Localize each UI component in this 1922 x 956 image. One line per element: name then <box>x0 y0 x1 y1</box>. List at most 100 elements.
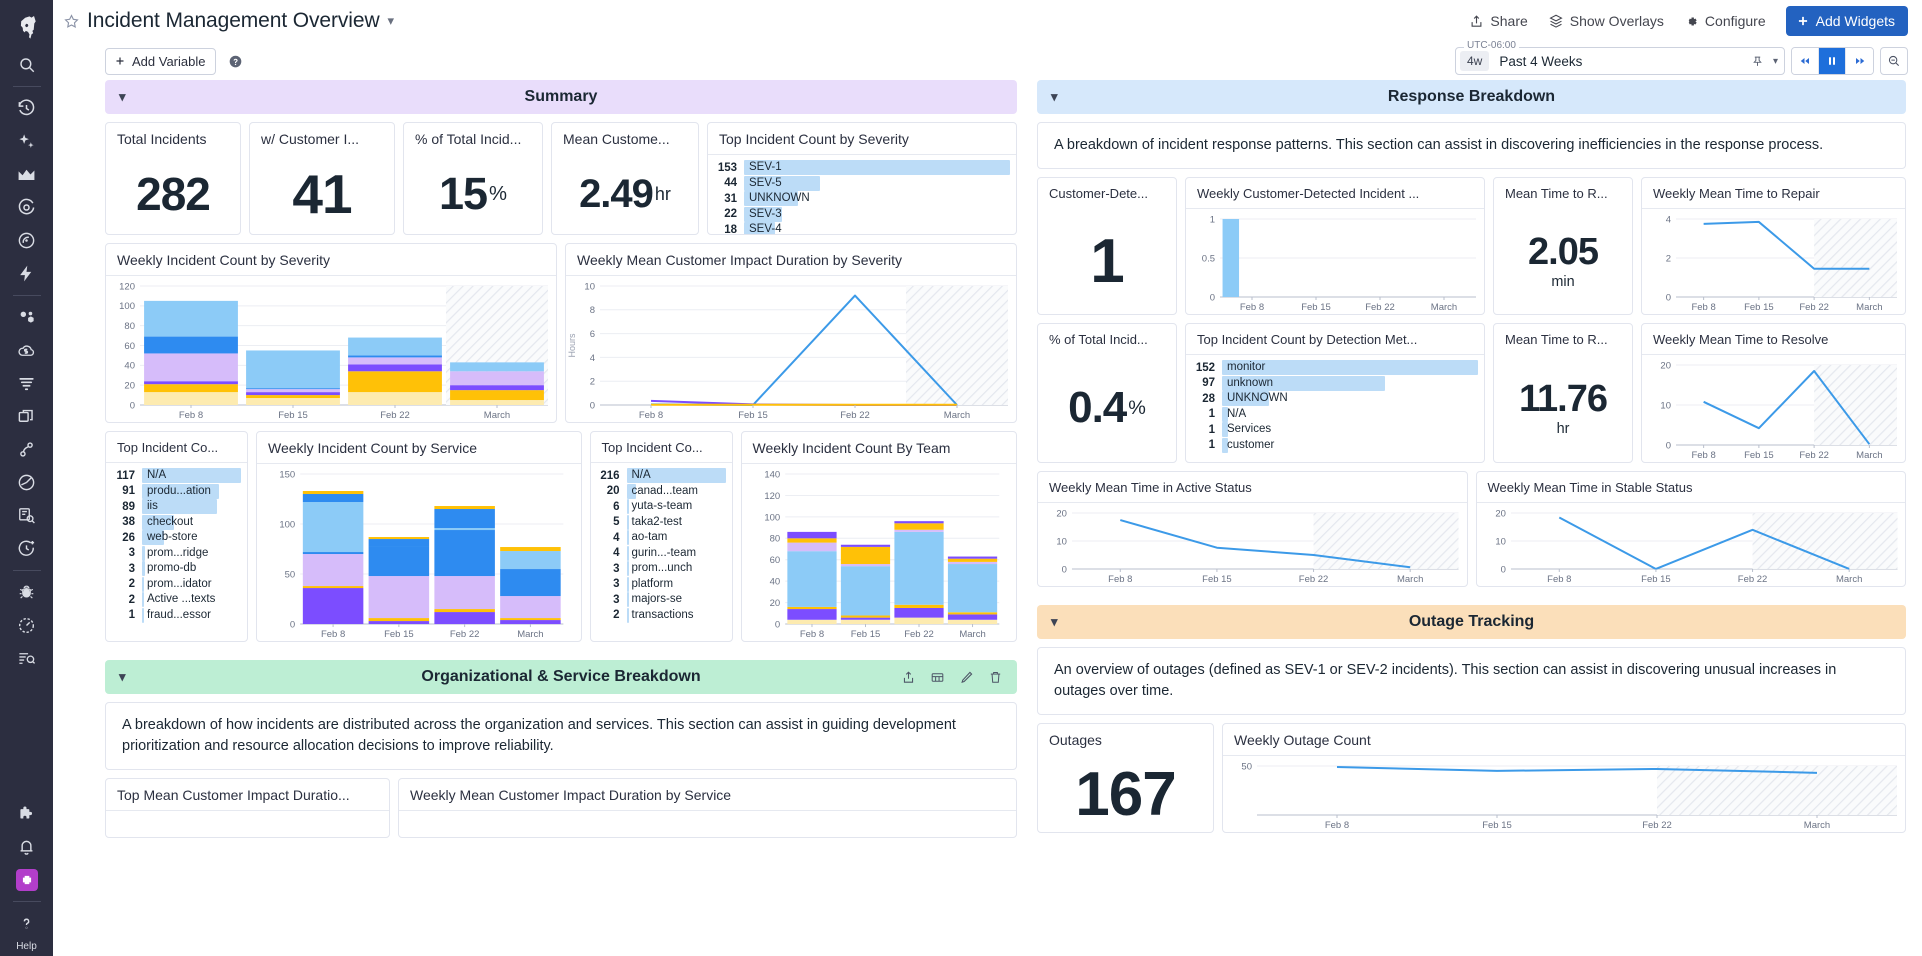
search-icon[interactable] <box>10 48 44 81</box>
chart-weekly-stable[interactable]: 0 10 20 Feb 8 Feb 15 Feb 22 March <box>1477 503 1906 586</box>
chart-weekly-incident-team[interactable]: 0 20 40 60 80 100 120 140 Feb 8 Feb 15 Feb 22 March <box>742 464 1017 641</box>
widget-total-incidents[interactable]: Total Incidents 282 <box>105 122 241 235</box>
avatar[interactable] <box>10 863 44 896</box>
notifications-icon[interactable] <box>10 830 44 863</box>
chart-weekly-mttr[interactable]: 0 2 4 Feb 8 Feb 15 Feb 22 March <box>1642 209 1905 314</box>
ci-visibility-icon[interactable] <box>10 642 44 675</box>
collapse-chevron-down-icon[interactable]: ▾ <box>1051 89 1058 104</box>
collapse-chevron-down-icon[interactable]: ▾ <box>119 669 126 684</box>
toplist-row[interactable]: 28 UNKNOWN <box>1188 391 1478 407</box>
chart-weekly-incident-service[interactable]: 0 50 100 150 Feb 8 Feb 15 Feb 22 March <box>257 464 581 641</box>
toplist-row[interactable]: 216 N/A <box>593 468 726 484</box>
infrastructure-icon[interactable] <box>10 301 44 334</box>
apm-icon[interactable] <box>10 224 44 257</box>
log-explorer-icon[interactable] <box>10 499 44 532</box>
widget-weekly-mean-impact-severity[interactable]: Weekly Mean Customer Impact Duration by … <box>565 243 1017 423</box>
section-header-org[interactable]: ▾ Organizational & Service Breakdown <box>105 660 1017 694</box>
dashboards-icon[interactable] <box>10 158 44 191</box>
chart-weekly-cd-incident[interactable]: 0 0.5 1 Feb 8 Feb 15 Feb 22 March <box>1186 209 1484 314</box>
trash-icon[interactable] <box>988 670 1003 685</box>
timeframe-chevron-down-icon[interactable]: ▾ <box>1772 55 1778 67</box>
widget-pct-of-total[interactable]: % of Total Incid... 15% <box>403 122 543 235</box>
collapse-chevron-down-icon[interactable]: ▾ <box>1051 614 1058 630</box>
history-icon[interactable] <box>10 92 44 125</box>
widget-weekly-incident-service[interactable]: Weekly Incident Count by Service 0 50 100 1… <box>256 431 582 642</box>
widget-customer-detected[interactable]: Customer-Dete... 1 <box>1037 177 1177 316</box>
toplist-row[interactable]: 1 fraud...essor <box>108 607 241 624</box>
help-icon[interactable] <box>10 907 44 940</box>
widget-weekly-mean-impact-service[interactable]: Weekly Mean Customer Impact Duration by … <box>398 778 1017 839</box>
timeframe-selector[interactable]: UTC-06:00 4w Past 4 Weeks ▾ <box>1455 40 1785 75</box>
show-overlays-button[interactable]: Show Overlays <box>1548 13 1664 29</box>
cloud-cost-icon[interactable] <box>10 334 44 367</box>
toplist-row[interactable]: 2 prom...idator <box>108 576 241 593</box>
datadog-logo[interactable] <box>0 4 53 48</box>
toplist-row[interactable]: 18 SEV-4 <box>710 222 1010 234</box>
widget-weekly-mttr[interactable]: Weekly Mean Time to Repair 0 2 4 Feb 8 Feb 1… <box>1641 177 1906 316</box>
widget-outages[interactable]: Outages 167 <box>1037 723 1214 834</box>
toplist-row[interactable]: 22 SEV-3 <box>710 206 1010 222</box>
toplist-row[interactable]: 117 N/A <box>108 468 241 484</box>
widget-weekly-stable[interactable]: Weekly Mean Time in Stable Status 0 10 20 F… <box>1475 471 1906 588</box>
title-chevron-down-icon[interactable]: ▾ <box>387 13 395 28</box>
toplist-row[interactable]: 2 transactions <box>593 607 726 624</box>
widget-pct-total-incid-2[interactable]: % of Total Incid... 0.4% <box>1037 323 1177 464</box>
step-back-button[interactable] <box>1792 48 1819 74</box>
widget-top-detection[interactable]: Top Incident Count by Detection Met... 1… <box>1185 323 1485 464</box>
widget-with-customer-impact[interactable]: w/ Customer I... 41 <box>249 122 395 235</box>
toplist-row[interactable]: 1 customer <box>1188 437 1478 454</box>
chart-weekly-mean-impact-severity[interactable]: 0 2 4 6 8 10 Feb 8 Feb 15 Feb 22 March Hours <box>566 276 1016 422</box>
toplist-row[interactable]: 3 platform <box>593 576 726 593</box>
toplist-row[interactable]: 31 UNKNOWN <box>710 191 1010 207</box>
synthetics-icon[interactable] <box>10 609 44 642</box>
toplist-row[interactable]: 4 ao-tam <box>593 530 726 546</box>
chart-weekly-active[interactable]: 0 10 20 Feb 8 Feb 15 Feb 22 March <box>1038 503 1467 586</box>
add-widgets-button[interactable]: Add Widgets <box>1785 6 1908 36</box>
edit-icon[interactable] <box>959 670 974 685</box>
widget-weekly-outage-count[interactable]: Weekly Outage Count 50 Feb 8 Feb 15 Feb 22 M… <box>1222 723 1906 834</box>
widget-mean-time-to-repair[interactable]: Mean Time to R... 2.05 min <box>1493 177 1633 316</box>
widget-top-mean-impact-service[interactable]: Top Mean Customer Impact Duratio... <box>105 778 390 839</box>
chart-weekly-mttres[interactable]: 0 10 20 Feb 8 Feb 15 Feb 22 March <box>1642 355 1905 462</box>
incidents-icon[interactable] <box>10 532 44 565</box>
toplist-row[interactable]: 3 prom...unch <box>593 561 726 577</box>
widget-weekly-incident-team[interactable]: Weekly Incident Count By Team 0 20 40 60 80 1… <box>740 431 1017 642</box>
integrations-icon[interactable] <box>10 797 44 830</box>
widget-top-service[interactable]: Top Incident Co... 117 N/A 91 produ...ation… <box>105 431 248 642</box>
section-header-outage[interactable]: ▾ Outage Tracking <box>1037 605 1906 640</box>
favorite-star-icon[interactable] <box>63 13 80 30</box>
toplist-row[interactable]: 5 taka2-test <box>593 514 726 531</box>
toplist-row[interactable]: 4 gurin...-team <box>593 545 726 562</box>
toplist-row[interactable]: 1 N/A <box>1188 406 1478 423</box>
toplist-row[interactable]: 89 iis <box>108 499 241 515</box>
toplist-row[interactable]: 91 produ...ation <box>108 483 241 500</box>
containers-icon[interactable] <box>10 400 44 433</box>
section-header-response[interactable]: ▾ Response Breakdown <box>1037 80 1906 114</box>
chart-weekly-incident-severity[interactable]: 0 20 40 60 80 100 120 Feb 8 Feb 15 Feb 22 March <box>106 276 556 422</box>
pause-button[interactable] <box>1819 48 1846 74</box>
share-icon[interactable] <box>901 670 916 685</box>
error-tracking-icon[interactable] <box>10 576 44 609</box>
toplist-row[interactable]: 38 checkout <box>108 514 241 531</box>
logs-icon[interactable] <box>10 367 44 400</box>
widget-mean-customer-impact[interactable]: Mean Custome... 2.49 hr <box>551 122 699 235</box>
sparkles-icon[interactable] <box>10 125 44 158</box>
monitors-icon[interactable] <box>10 191 44 224</box>
database-icon[interactable] <box>10 466 44 499</box>
toplist-row[interactable]: 3 promo-db <box>108 561 241 577</box>
help-section[interactable]: Help <box>10 907 44 956</box>
toplist-row[interactable]: 153 SEV-1 <box>710 160 1010 176</box>
events-icon[interactable] <box>10 257 44 290</box>
collapse-chevron-down-icon[interactable]: ▾ <box>119 89 126 104</box>
chart-weekly-outage-count[interactable]: 50 Feb 8 Feb 15 Feb 22 March <box>1223 756 1905 832</box>
widget-weekly-mttres[interactable]: Weekly Mean Time to Resolve 0 10 20 Feb 8 Fe… <box>1641 323 1906 464</box>
toplist-row[interactable]: 152 monitor <box>1188 360 1478 376</box>
help-circle-icon[interactable] <box>228 54 243 69</box>
section-header-summary[interactable]: ▾ Summary <box>105 80 1017 114</box>
toplist-row[interactable]: 97 unknown <box>1188 375 1478 392</box>
widget-weekly-incident-severity[interactable]: Weekly Incident Count by Severity 0 20 40 6… <box>105 243 557 423</box>
toplist-row[interactable]: 20 canad...team <box>593 483 726 500</box>
add-variable-button[interactable]: Add Variable <box>105 47 217 75</box>
toplist-row[interactable]: 2 Active ...texts <box>108 592 241 608</box>
